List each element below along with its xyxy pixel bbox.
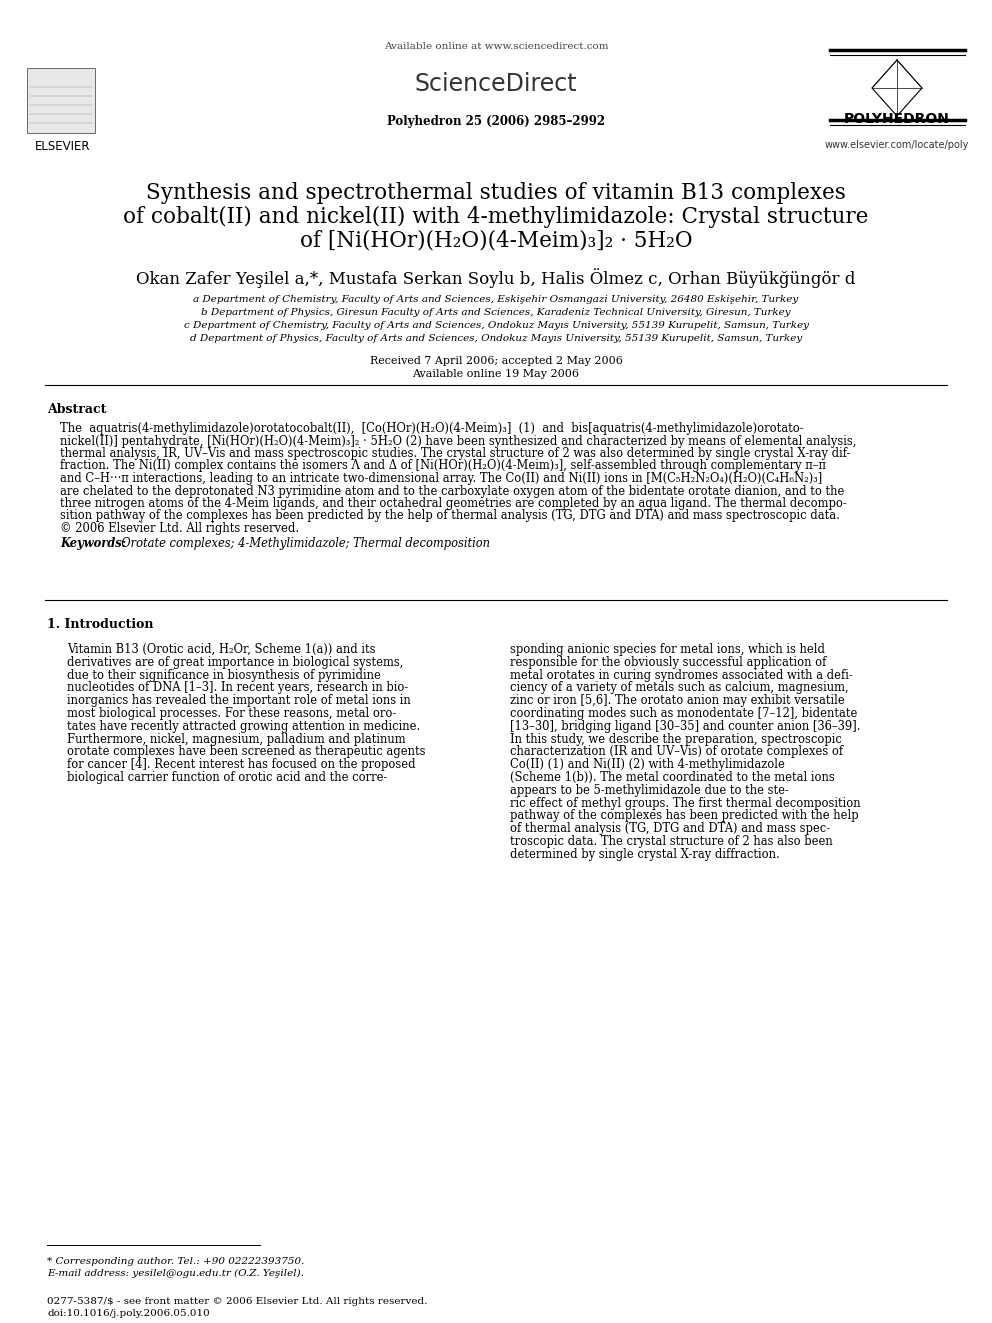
Text: (Scheme 1(b)). The metal coordinated to the metal ions: (Scheme 1(b)). The metal coordinated to … bbox=[510, 771, 834, 785]
Text: Available online at www.sciencedirect.com: Available online at www.sciencedirect.co… bbox=[384, 42, 608, 52]
Text: fraction. The Ni(II) complex contains the isomers Λ and Δ of [Ni(HOr)(H₂O)(4-Mei: fraction. The Ni(II) complex contains th… bbox=[60, 459, 826, 472]
Text: * Corresponding author. Tel.: +90 02222393750.: * Corresponding author. Tel.: +90 022223… bbox=[47, 1257, 305, 1266]
Text: most biological processes. For these reasons, metal oro-: most biological processes. For these rea… bbox=[67, 706, 396, 720]
Text: doi:10.1016/j.poly.2006.05.010: doi:10.1016/j.poly.2006.05.010 bbox=[47, 1308, 209, 1318]
Text: characterization (IR and UV–Vis) of orotate complexes of: characterization (IR and UV–Vis) of orot… bbox=[510, 745, 843, 758]
Text: c Department of Chemistry, Faculty of Arts and Sciences, Ondokuz Mayıs Universit: c Department of Chemistry, Faculty of Ar… bbox=[184, 321, 808, 329]
Text: nucleotides of DNA [1–3]. In recent years, research in bio-: nucleotides of DNA [1–3]. In recent year… bbox=[67, 681, 409, 695]
Text: ric effect of methyl groups. The first thermal decomposition: ric effect of methyl groups. The first t… bbox=[510, 796, 861, 810]
Text: In this study, we describe the preparation, spectroscopic: In this study, we describe the preparati… bbox=[510, 733, 842, 746]
Text: Okan Zafer Yeşilel a,*, Mustafa Serkan Soylu b, Halis Ölmez c, Orhan Büyükğüngör: Okan Zafer Yeşilel a,*, Mustafa Serkan S… bbox=[136, 269, 856, 288]
Text: Co(II) (1) and Ni(II) (2) with 4-methylimidazole: Co(II) (1) and Ni(II) (2) with 4-methyli… bbox=[510, 758, 785, 771]
Text: © 2006 Elsevier Ltd. All rights reserved.: © 2006 Elsevier Ltd. All rights reserved… bbox=[60, 523, 300, 534]
Text: three nitrogen atoms of the 4-Meim ligands, and their octahedral geometries are : three nitrogen atoms of the 4-Meim ligan… bbox=[60, 497, 847, 509]
Text: orotate complexes have been screened as therapeutic agents: orotate complexes have been screened as … bbox=[67, 745, 426, 758]
Text: coordinating modes such as monodentate [7–12], bidentate: coordinating modes such as monodentate [… bbox=[510, 706, 857, 720]
Text: tates have recently attracted growing attention in medicine.: tates have recently attracted growing at… bbox=[67, 720, 421, 733]
Bar bbox=[27, 67, 95, 134]
Text: POLYHEDRON: POLYHEDRON bbox=[844, 112, 950, 126]
Text: Synthesis and spectrothermal studies of vitamin B13 complexes: Synthesis and spectrothermal studies of … bbox=[146, 183, 846, 204]
Text: ELSEVIER: ELSEVIER bbox=[36, 140, 90, 153]
Text: Orotate complexes; 4-Methylimidazole; Thermal decomposition: Orotate complexes; 4-Methylimidazole; Th… bbox=[114, 537, 490, 550]
Text: Available online 19 May 2006: Available online 19 May 2006 bbox=[413, 369, 579, 378]
Text: ciency of a variety of metals such as calcium, magnesium,: ciency of a variety of metals such as ca… bbox=[510, 681, 848, 695]
Text: a Department of Chemistry, Faculty of Arts and Sciences, Eskişehir Osmangazi Uni: a Department of Chemistry, Faculty of Ar… bbox=[193, 295, 799, 304]
Text: of cobalt(II) and nickel(II) with 4-methylimidazole: Crystal structure: of cobalt(II) and nickel(II) with 4-meth… bbox=[123, 206, 869, 228]
Text: and C–H···π interactions, leading to an intricate two-dimensional array. The Co(: and C–H···π interactions, leading to an … bbox=[60, 472, 822, 486]
Text: sition pathway of the complexes has been predicted by the help of thermal analys: sition pathway of the complexes has been… bbox=[60, 509, 840, 523]
Text: thermal analysis, IR, UV–Vis and mass spectroscopic studies. The crystal structu: thermal analysis, IR, UV–Vis and mass sp… bbox=[60, 447, 850, 460]
Text: metal orotates in curing syndromes associated with a defi-: metal orotates in curing syndromes assoc… bbox=[510, 668, 853, 681]
Text: Polyhedron 25 (2006) 2985–2992: Polyhedron 25 (2006) 2985–2992 bbox=[387, 115, 605, 128]
Text: for cancer [4]. Recent interest has focused on the proposed: for cancer [4]. Recent interest has focu… bbox=[67, 758, 416, 771]
Text: E-mail address: yesilel@ogu.edu.tr (O.Z. Yeşilel).: E-mail address: yesilel@ogu.edu.tr (O.Z.… bbox=[47, 1269, 304, 1278]
Text: of thermal analysis (TG, DTG and DTA) and mass spec-: of thermal analysis (TG, DTG and DTA) an… bbox=[510, 822, 830, 835]
Text: inorganics has revealed the important role of metal ions in: inorganics has revealed the important ro… bbox=[67, 695, 411, 708]
Text: troscopic data. The crystal structure of 2 has also been: troscopic data. The crystal structure of… bbox=[510, 835, 832, 848]
Text: determined by single crystal X-ray diffraction.: determined by single crystal X-ray diffr… bbox=[510, 848, 780, 861]
Text: due to their significance in biosynthesis of pyrimidine: due to their significance in biosynthesi… bbox=[67, 668, 381, 681]
Text: of [Ni(HOr)(H₂O)(4-Meim)₃]₂ · 5H₂O: of [Ni(HOr)(H₂O)(4-Meim)₃]₂ · 5H₂O bbox=[300, 230, 692, 251]
Text: Keywords:: Keywords: bbox=[60, 537, 126, 550]
Text: ScienceDirect: ScienceDirect bbox=[415, 71, 577, 97]
Text: responsible for the obviously successful application of: responsible for the obviously successful… bbox=[510, 656, 826, 669]
Text: Vitamin B13 (Orotic acid, H₂Or, Scheme 1(a)) and its: Vitamin B13 (Orotic acid, H₂Or, Scheme 1… bbox=[67, 643, 376, 656]
Text: 0277-5387/$ - see front matter © 2006 Elsevier Ltd. All rights reserved.: 0277-5387/$ - see front matter © 2006 El… bbox=[47, 1297, 428, 1306]
Text: nickel(II)] pentahydrate, [Ni(HOr)(H₂O)(4-Meim)₃]₂ · 5H₂O (2) have been synthesi: nickel(II)] pentahydrate, [Ni(HOr)(H₂O)(… bbox=[60, 434, 856, 447]
Text: Furthermore, nickel, magnesium, palladium and platinum: Furthermore, nickel, magnesium, palladiu… bbox=[67, 733, 406, 746]
Text: appears to be 5-methylimidazole due to the ste-: appears to be 5-methylimidazole due to t… bbox=[510, 783, 789, 796]
Text: 1. Introduction: 1. Introduction bbox=[47, 618, 154, 631]
Text: Abstract: Abstract bbox=[47, 404, 106, 415]
Text: zinc or iron [5,6]. The orotato anion may exhibit versatile: zinc or iron [5,6]. The orotato anion ma… bbox=[510, 695, 845, 708]
Text: are chelated to the deprotonated N3 pyrimidine atom and to the carboxylate oxyge: are chelated to the deprotonated N3 pyri… bbox=[60, 484, 844, 497]
Text: [13–30], bridging ligand [30–35] and counter anion [36–39].: [13–30], bridging ligand [30–35] and cou… bbox=[510, 720, 860, 733]
Text: derivatives are of great importance in biological systems,: derivatives are of great importance in b… bbox=[67, 656, 404, 669]
Text: b Department of Physics, Giresun Faculty of Arts and Sciences, Karadeniz Technic: b Department of Physics, Giresun Faculty… bbox=[201, 308, 791, 318]
Text: www.elsevier.com/locate/poly: www.elsevier.com/locate/poly bbox=[824, 140, 969, 149]
Text: The  aquatris(4-methylimidazole)orotatocobalt(II),  [Co(HOr)(H₂O)(4-Meim)₃]  (1): The aquatris(4-methylimidazole)orotatoco… bbox=[60, 422, 804, 435]
Text: pathway of the complexes has been predicted with the help: pathway of the complexes has been predic… bbox=[510, 810, 859, 823]
Text: sponding anionic species for metal ions, which is held: sponding anionic species for metal ions,… bbox=[510, 643, 825, 656]
Text: d Department of Physics, Faculty of Arts and Sciences, Ondokuz Mayıs University,: d Department of Physics, Faculty of Arts… bbox=[189, 333, 803, 343]
Text: biological carrier function of orotic acid and the corre-: biological carrier function of orotic ac… bbox=[67, 771, 387, 785]
Text: Received 7 April 2006; accepted 2 May 2006: Received 7 April 2006; accepted 2 May 20… bbox=[370, 356, 622, 366]
